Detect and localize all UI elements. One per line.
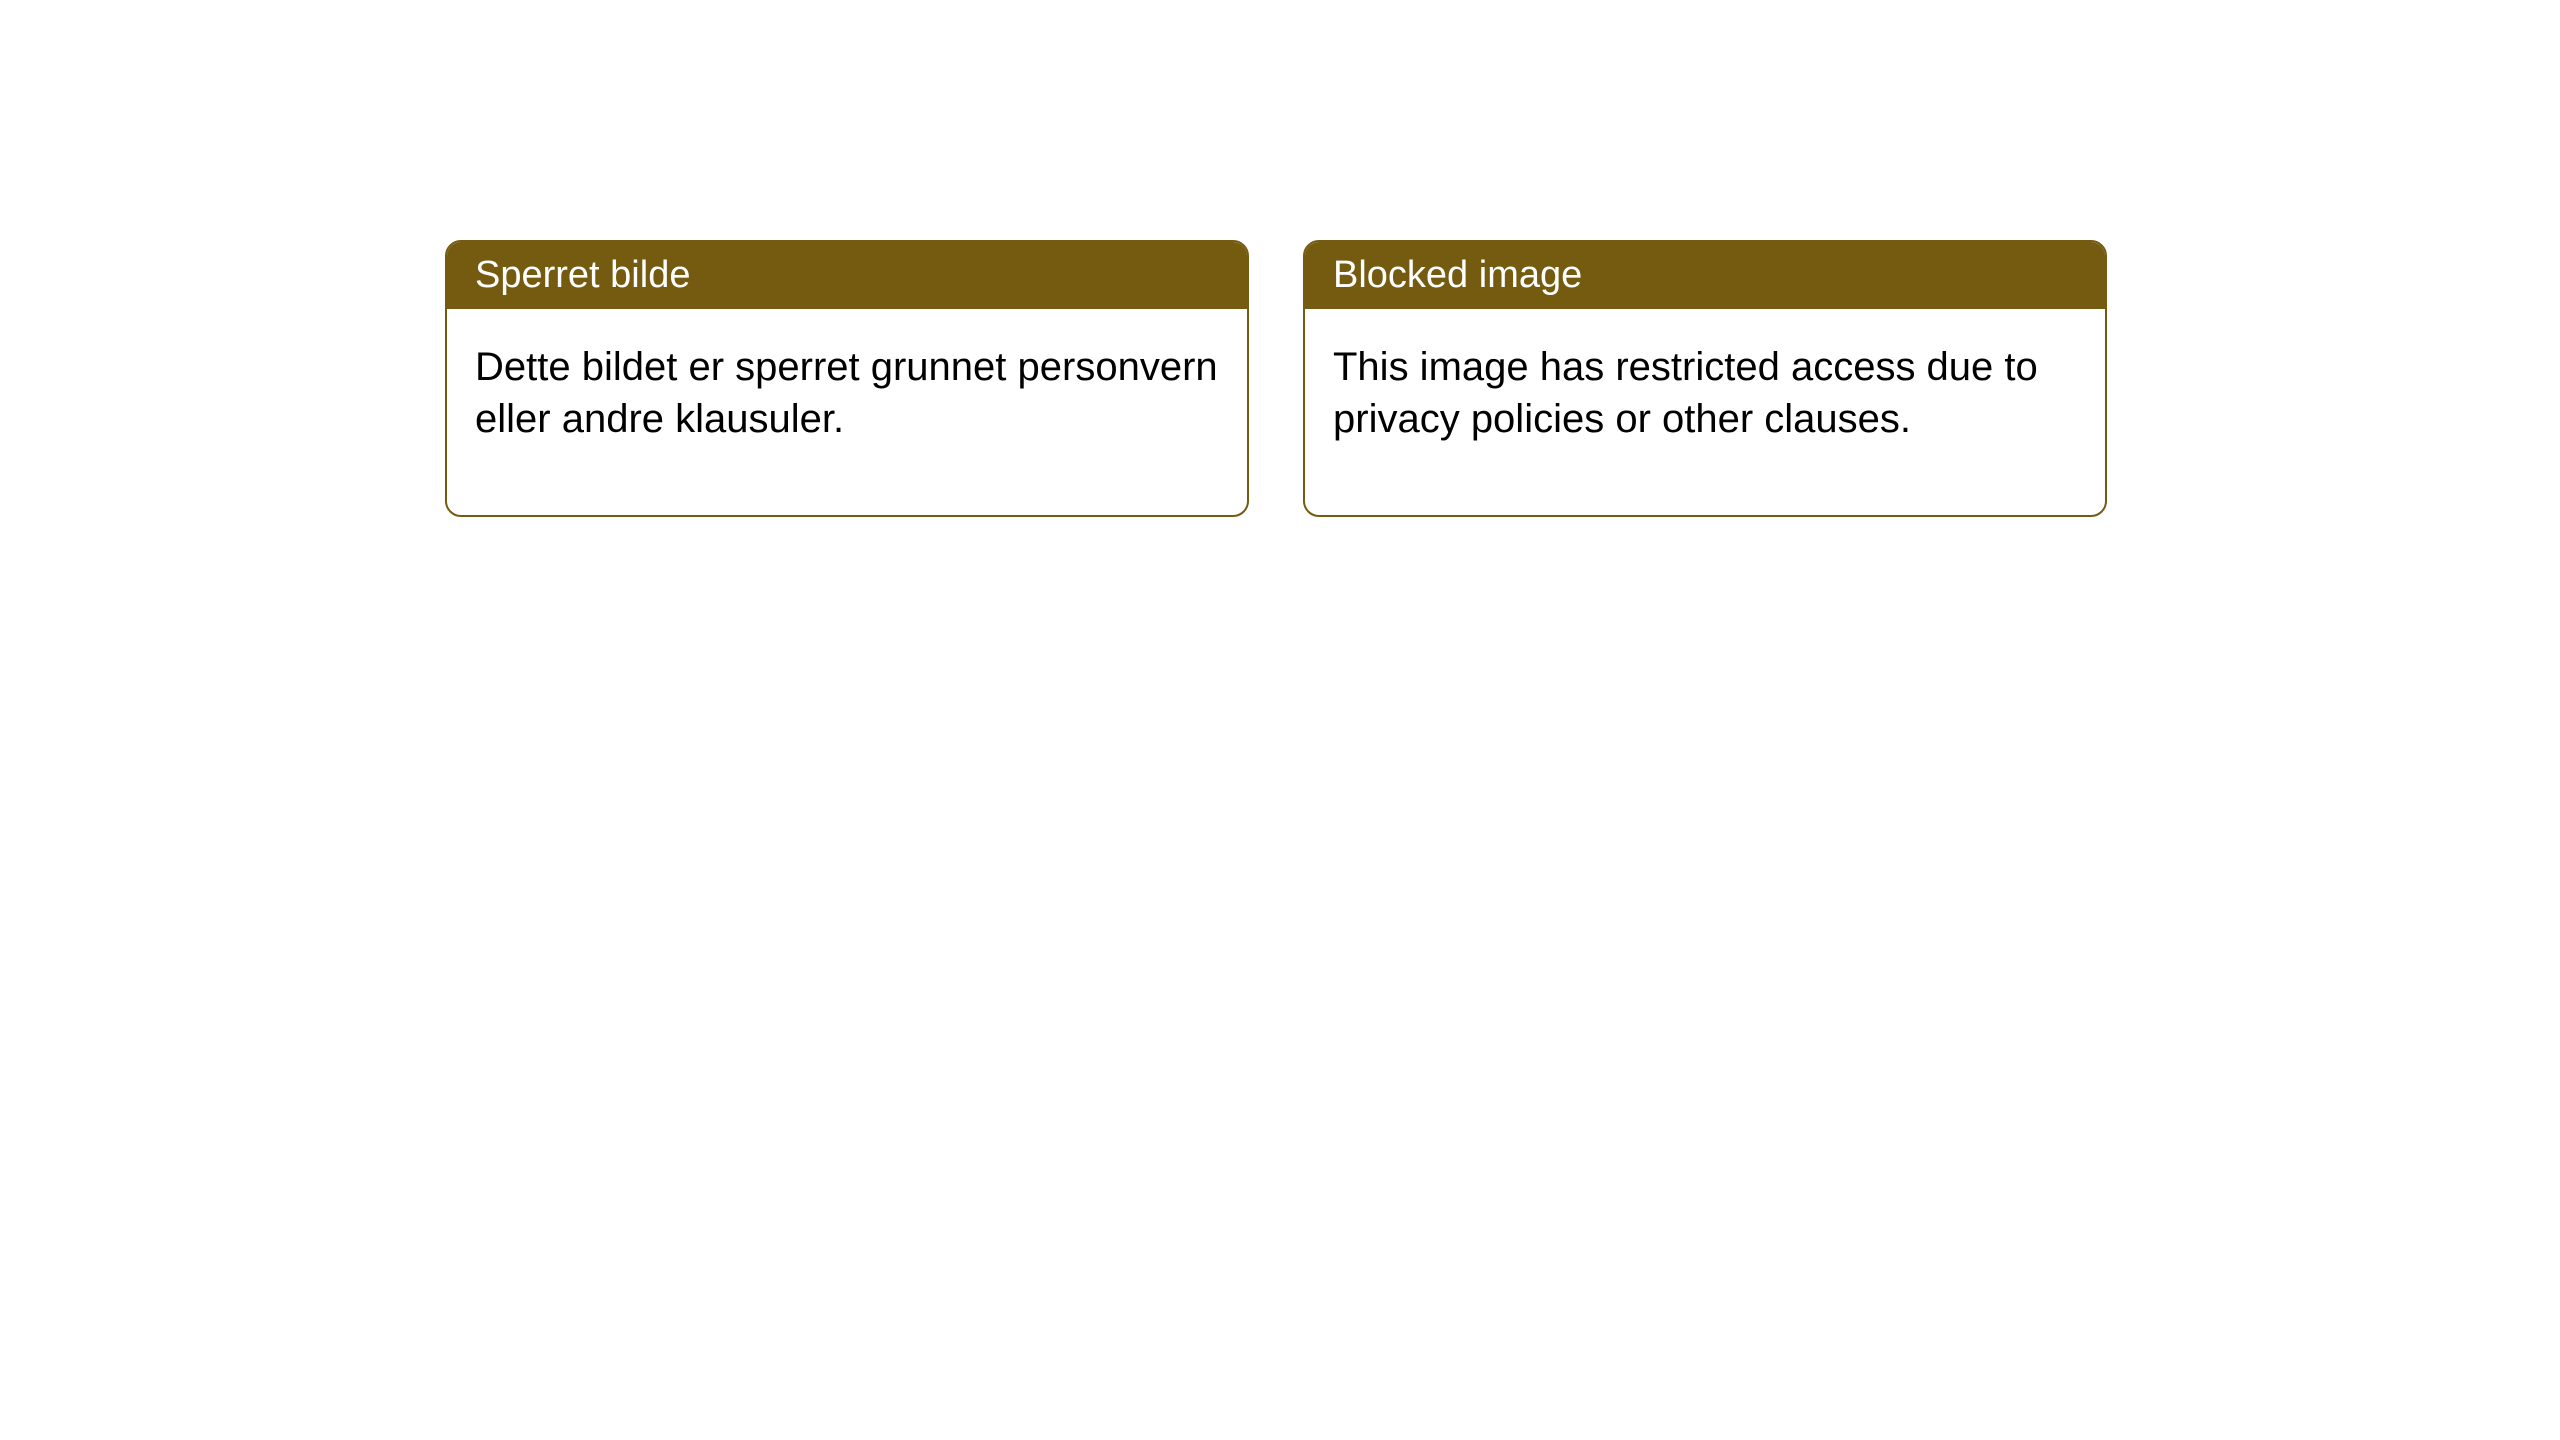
notice-card-english: Blocked image This image has restricted … [1303,240,2107,517]
notice-body: Dette bildet er sperret grunnet personve… [447,309,1247,515]
notice-title: Sperret bilde [475,254,690,296]
notice-container: Sperret bilde Dette bildet er sperret gr… [0,0,2560,517]
notice-text: Dette bildet er sperret grunnet personve… [475,345,1218,441]
notice-body: This image has restricted access due to … [1305,309,2105,515]
notice-text: This image has restricted access due to … [1333,345,2038,441]
notice-header: Sperret bilde [447,242,1247,309]
notice-header: Blocked image [1305,242,2105,309]
notice-title: Blocked image [1333,254,1582,296]
notice-card-norwegian: Sperret bilde Dette bildet er sperret gr… [445,240,1249,517]
